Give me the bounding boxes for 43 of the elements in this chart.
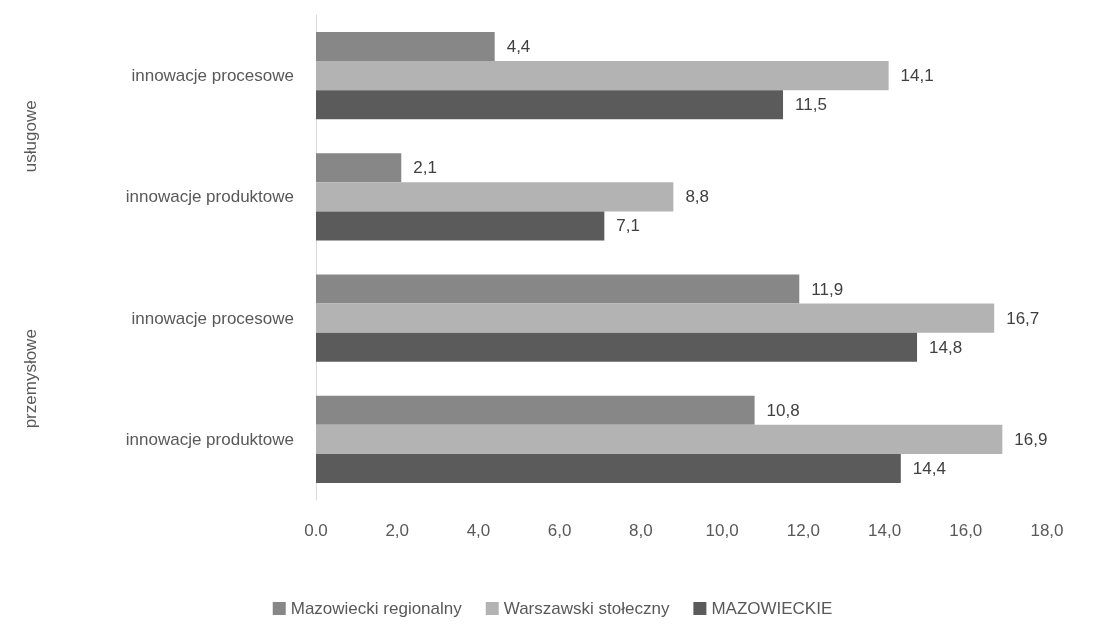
y-tick-label: innowacje produktowe	[125, 429, 294, 449]
bar	[316, 395, 755, 425]
x-tick-label: 8,0	[629, 521, 653, 540]
bar	[316, 424, 1003, 454]
x-tick-label: 14,0	[868, 521, 902, 540]
data-label: 8,8	[685, 187, 710, 207]
legend-label: Warszawski stołeczny	[503, 599, 670, 618]
data-label: 2,1	[413, 158, 437, 178]
bar	[316, 61, 889, 91]
bar	[316, 211, 605, 241]
text: przemysłowe	[20, 329, 40, 429]
data-label: 14,4	[912, 458, 946, 478]
x-tick-label: 4,0	[466, 521, 491, 540]
x-tick-label: 6,0	[547, 521, 572, 540]
data-label: 11,9	[811, 279, 844, 299]
y-tick-label: innowacje procesowe	[131, 308, 294, 328]
bar	[316, 31, 495, 62]
bar	[316, 274, 800, 304]
data-label: 4,4	[506, 37, 531, 57]
data-label: 14,1	[900, 66, 934, 86]
x-tick-label: 12,0	[786, 521, 820, 540]
text: usługowe	[20, 100, 40, 173]
data-label: 7,1	[616, 216, 640, 236]
y-tick-label: innowacje produktowe	[125, 187, 294, 207]
data-label: 14,8	[929, 337, 963, 357]
bar	[316, 182, 674, 212]
bar	[316, 332, 918, 362]
bar	[316, 153, 402, 183]
bar	[316, 453, 901, 484]
x-tick-label: 2,0	[385, 521, 410, 540]
data-label: 11,5	[795, 95, 827, 115]
x-tick-label: 10,0	[705, 521, 739, 540]
x-tick-label: 0.0	[304, 521, 328, 540]
bar	[316, 90, 784, 120]
x-tick-label: 16,0	[949, 521, 983, 540]
legend-label: Mazowiecki regionalny	[290, 599, 463, 618]
y-tick-label: innowacje procesowe	[131, 66, 294, 86]
data-label: 16,9	[1014, 429, 1048, 449]
legend-label: MAZOWIECKIE	[711, 599, 833, 618]
bar	[316, 303, 995, 333]
data-label: 16,7	[1006, 308, 1040, 328]
data-label: 10,8	[766, 400, 800, 420]
x-tick-label: 18,0	[1030, 521, 1064, 540]
